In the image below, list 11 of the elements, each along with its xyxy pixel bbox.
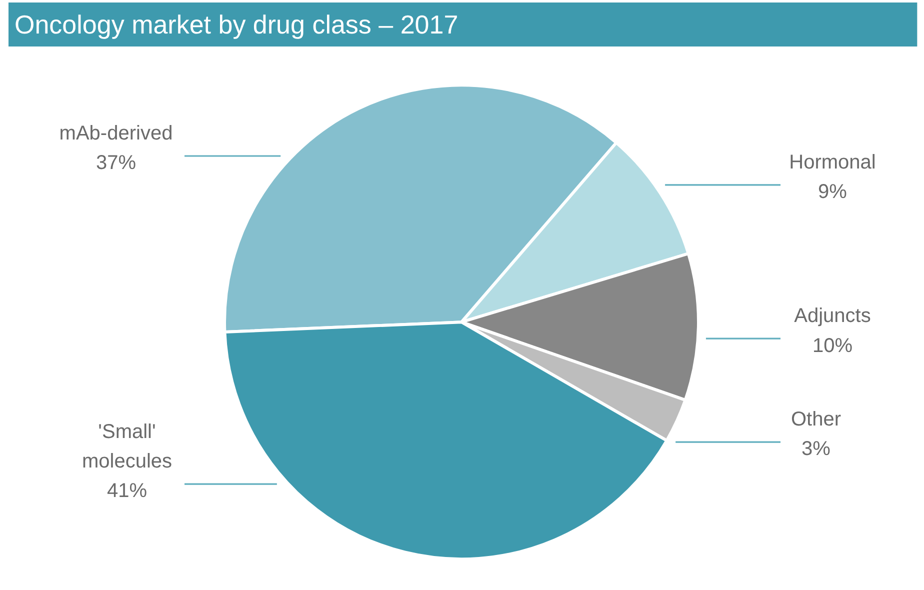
slice-label: Other <box>790 408 842 430</box>
data-label: 10% <box>812 334 853 357</box>
data-label: 37% <box>96 152 136 174</box>
slice-label: Adjuncts <box>794 305 871 328</box>
data-label: 41% <box>106 480 148 502</box>
data-label: 9% <box>818 181 848 204</box>
slice-label: 'Small' molecules <box>82 420 172 472</box>
slice-label: Hormonal <box>789 151 876 174</box>
chart-title: Oncology market by drug class – 2017 <box>14 10 458 40</box>
slice-label: mAb-derived <box>59 122 173 144</box>
data-label: 3% <box>802 438 831 460</box>
